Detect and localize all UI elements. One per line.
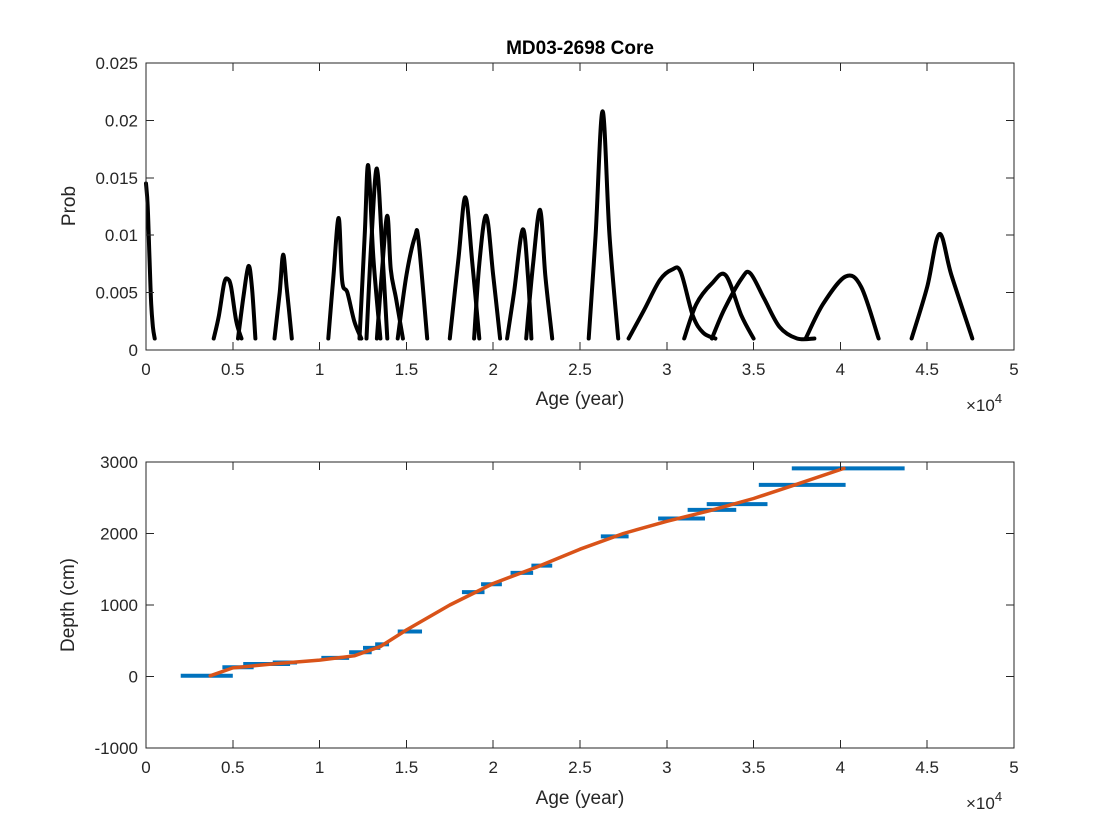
x-tick-label: 1.5 <box>395 758 419 777</box>
x-tick-label: 3 <box>662 360 671 379</box>
x-tick-label: 3 <box>662 758 671 777</box>
probability-curve <box>803 273 881 341</box>
x-tick-label: 0.5 <box>221 758 245 777</box>
probability-curve <box>326 215 364 341</box>
x-tick-label: 4 <box>836 360 845 379</box>
x-tick-label: 4.5 <box>915 360 939 379</box>
y-axis-label: Prob <box>59 186 80 226</box>
x-tick-label: 4.5 <box>915 758 939 777</box>
y-tick-label: 1000 <box>100 596 138 615</box>
x-tick-label: 0 <box>141 758 150 777</box>
probability-curve <box>374 213 405 341</box>
probability-curve <box>211 276 244 341</box>
x-tick-label: 2.5 <box>568 360 592 379</box>
x-tick-label: 1 <box>315 360 324 379</box>
x-tick-label: 3.5 <box>742 758 766 777</box>
x-axis-label: Age (year) <box>536 788 625 809</box>
probability-curve <box>272 252 294 341</box>
x-axis-multiplier: ×104 <box>966 789 1002 813</box>
probability-curve <box>364 166 390 341</box>
probability-curve <box>472 213 503 341</box>
probability-curve <box>144 181 157 341</box>
age-depth-chart: 0 0.5 1 1.5 2 2.5 3 3.5 4 4.5 5-10000100020003000 … <box>58 453 1019 813</box>
probability-curve <box>236 264 258 341</box>
probability-chart: MD03-2698 Core 0 0.5 1 1.5 2 2.5 3 3.5 4 4.5 5 0 0.0… <box>59 38 1019 415</box>
x-tick-label: 0 <box>141 360 150 379</box>
y-axis-label: Depth (cm) <box>58 558 79 652</box>
probability-curve <box>524 207 555 341</box>
probability-curve <box>682 271 756 341</box>
y-tick-label: 0.025 <box>95 54 138 73</box>
y-tick-label: 0.005 <box>95 284 138 303</box>
probability-curve <box>357 163 383 341</box>
x-tick-label: 2.5 <box>568 758 592 777</box>
probability-curve <box>447 195 482 341</box>
y-tick-label: 0.02 <box>105 111 138 130</box>
x-tick-label: 5 <box>1009 360 1018 379</box>
y-tick-label: 0 <box>129 668 138 687</box>
x-tick-label: 4 <box>836 758 845 777</box>
y-tick-label: 3000 <box>100 453 138 472</box>
x-tick-label: 2 <box>488 758 497 777</box>
probability-curve <box>626 265 718 341</box>
probability-axes: 0 0.5 1 1.5 2 2.5 3 3.5 4 4.5 5 0 0.005 0.01 0.015 0.02… <box>95 54 1018 379</box>
chart-title: MD03-2698 Core <box>506 38 654 59</box>
y-tick-label: 2000 <box>100 525 138 544</box>
x-tick-label: 5 <box>1009 758 1018 777</box>
probability-curve <box>709 269 817 342</box>
y-tick-label: 0.01 <box>105 226 138 245</box>
y-tick-label: 0 <box>129 341 138 360</box>
probability-curve <box>909 232 975 341</box>
age-depth-marks <box>180 466 905 678</box>
x-tick-label: 2 <box>488 360 497 379</box>
y-tick-label: 0.015 <box>95 169 138 188</box>
y-tick-label: -1000 <box>95 739 138 758</box>
probability-curve <box>395 228 430 341</box>
x-axis-label: Age (year) <box>536 389 625 410</box>
x-axis-multiplier: ×104 <box>966 391 1002 415</box>
x-tick-label: 0.5 <box>221 360 245 379</box>
probability-curves <box>144 109 975 342</box>
x-tick-label: 3.5 <box>742 360 766 379</box>
x-tick-label: 1 <box>315 758 324 777</box>
age-model-line <box>208 466 846 678</box>
probability-curve <box>586 109 621 341</box>
x-tick-label: 1.5 <box>395 360 419 379</box>
